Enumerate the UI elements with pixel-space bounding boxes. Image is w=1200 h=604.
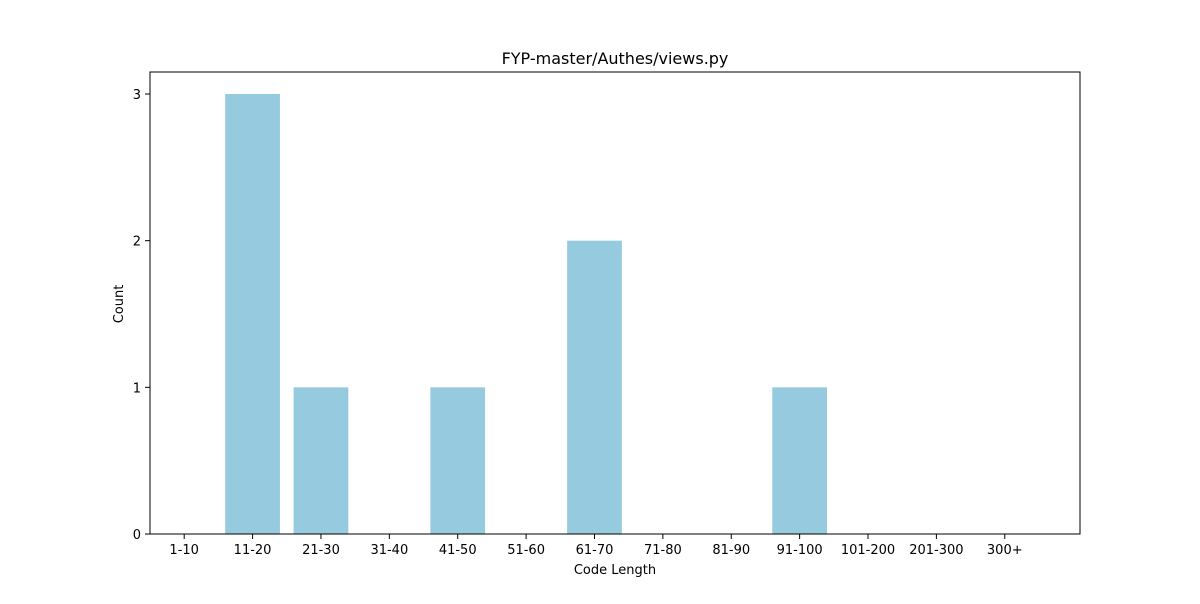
axes-layer: 1-10 11-20 21-30 31-40 41-50 51-60 61-70 71-80 8… bbox=[133, 71, 1081, 558]
x-axis-title: Code Length bbox=[574, 563, 656, 578]
x-tick-label: 81-90 bbox=[712, 543, 750, 558]
y-axis-title: Count bbox=[112, 285, 127, 324]
bar-11-20 bbox=[225, 94, 280, 534]
x-tick-label: 61-70 bbox=[576, 543, 614, 558]
x-tick-label: 41-50 bbox=[439, 543, 477, 558]
x-tick-label: 101-200 bbox=[841, 543, 895, 558]
bar-41-50 bbox=[430, 387, 486, 534]
x-tick-label: 21-30 bbox=[302, 543, 340, 558]
bar-21-30 bbox=[293, 387, 349, 534]
x-tick-label: 71-80 bbox=[644, 543, 682, 558]
y-tick-label: 3 bbox=[133, 88, 141, 103]
bars-layer bbox=[225, 94, 827, 535]
plot-frame bbox=[149, 71, 1081, 535]
chart-title: FYP-master/Authes/views.py bbox=[502, 49, 729, 68]
y-tick-label: 2 bbox=[133, 235, 141, 250]
x-tick-label: 31-40 bbox=[370, 543, 408, 558]
x-tick-label: 1-10 bbox=[169, 543, 199, 558]
bar-91-100 bbox=[772, 387, 827, 534]
x-tick-label: 201-300 bbox=[909, 543, 963, 558]
x-tick-label: 300+ bbox=[987, 543, 1023, 558]
bar-61-70 bbox=[567, 240, 622, 535]
y-tick-label: 1 bbox=[133, 381, 141, 396]
x-tick-label: 11-20 bbox=[234, 543, 272, 558]
y-tick-label: 0 bbox=[133, 528, 141, 543]
x-tick-label: 91-100 bbox=[777, 543, 823, 558]
x-tick-label: 51-60 bbox=[507, 543, 545, 558]
